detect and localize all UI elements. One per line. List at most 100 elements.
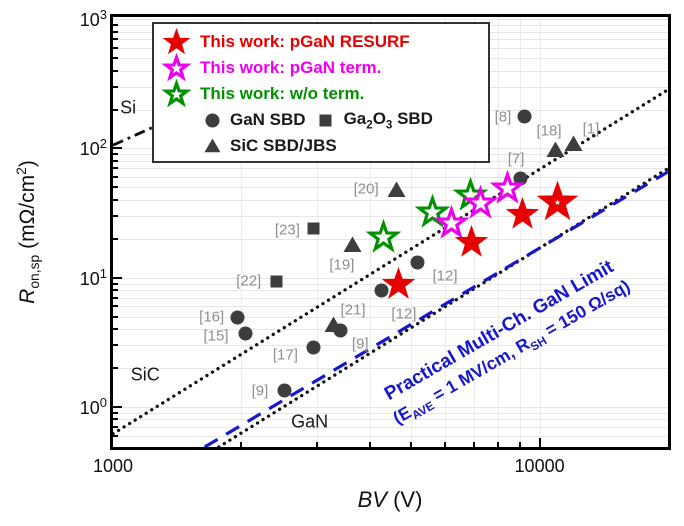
circle-icon (202, 113, 222, 128)
y-tick (113, 198, 118, 201)
triangle-icon (202, 138, 222, 155)
ref-label: [20] (353, 180, 379, 198)
data-point-square (270, 275, 283, 288)
gridline-horizontal (113, 297, 668, 299)
y-title-units: (mΩ/cm (16, 174, 39, 255)
data-point-star (505, 197, 539, 230)
gridline-vertical (241, 17, 243, 447)
x-tick (538, 438, 541, 447)
star-open-magenta-icon (160, 52, 192, 82)
data-point-triangle (546, 141, 565, 157)
data-point-triangle (387, 181, 406, 197)
region-label-sic: SiC (130, 364, 160, 385)
legend-label: This work: pGaN RESURF (200, 32, 410, 51)
legend-item-wo-term: This work: w/o term. (160, 78, 488, 108)
legend-label: This work: pGaN term. (200, 58, 382, 77)
ref-label: [1] (582, 120, 600, 138)
data-point-star (489, 169, 526, 204)
gridline-horizontal (113, 277, 668, 279)
data-point-circle (238, 326, 253, 341)
data-point-circle (230, 310, 245, 325)
y-tick (113, 30, 118, 33)
y-tick (113, 186, 118, 189)
y-tick (113, 367, 118, 370)
gridline-vertical (539, 17, 541, 447)
y-tick (113, 69, 118, 72)
data-point-circle (517, 109, 532, 124)
legend-item-pgan-term: This work: pGaN term. (160, 52, 488, 82)
data-point-star (414, 193, 451, 228)
gridline-horizontal (113, 306, 668, 308)
y-axis-title: Ron,sp (mΩ/cm2) (13, 82, 43, 382)
ref-label: [16] (199, 308, 225, 326)
ref-label: [12] (391, 305, 417, 323)
gridline-horizontal (113, 329, 668, 331)
y-tick (113, 153, 118, 156)
x-tick (368, 442, 371, 447)
ref-label: [9] (251, 382, 269, 400)
limit-lines (113, 88, 668, 447)
y-tick (113, 38, 118, 41)
gridline-vertical (369, 17, 371, 447)
gridline-horizontal (113, 368, 668, 370)
y-tick (113, 85, 118, 88)
data-point-circle (410, 255, 424, 270)
y-tick (113, 147, 122, 150)
y-tick (113, 237, 118, 240)
legend-item-sic-sbd: SiC SBD/JBS (160, 133, 488, 159)
ref-label: [8] (494, 108, 512, 126)
y-tick (113, 305, 118, 308)
legend-label: SiC SBD/JBS (230, 136, 337, 155)
legend-item-gan-ga2o3-sbd: GaN SBD Ga2O3 SBD (160, 107, 488, 133)
gridline-vertical (520, 17, 522, 447)
data-point-circle (374, 283, 389, 298)
y-title-exponent: 2 (13, 167, 29, 175)
x-tick (240, 442, 243, 447)
ref-label: [23] (274, 221, 300, 239)
y-tick (113, 276, 122, 279)
gridline-horizontal (113, 345, 668, 347)
data-point-triangle (343, 236, 362, 252)
gridline-horizontal (113, 435, 668, 437)
data-point-circle (277, 383, 292, 398)
gridline-horizontal (113, 216, 668, 218)
y-tick (113, 46, 118, 49)
ref-label: [12] (432, 267, 458, 285)
y-tick (113, 24, 118, 27)
region-label-si: Si (120, 97, 137, 118)
region-label-gan: GaN (291, 411, 329, 432)
legend-label: GaN SBD (230, 110, 306, 129)
x-tick (519, 442, 522, 447)
y-tick (113, 425, 118, 428)
y-title-subscript: on,sp (26, 254, 43, 289)
y-tick (113, 289, 118, 292)
x-tick-label: 1000 (92, 456, 134, 476)
star-filled-icon (160, 27, 192, 56)
data-point-triangle (324, 316, 343, 332)
y-tick (113, 418, 118, 421)
y-tick-label: 103 (79, 7, 107, 31)
y-tick (113, 176, 118, 179)
y-tick (113, 282, 118, 285)
y-tick (113, 57, 118, 60)
ref-label: [15] (203, 327, 229, 345)
y-tick (113, 328, 118, 331)
data-point-star (455, 225, 489, 258)
gridline-horizontal (113, 187, 668, 189)
y-tick (113, 315, 118, 318)
ref-label: [17] (272, 346, 298, 364)
x-axis-title: BV (V) (290, 487, 490, 513)
x-tick (472, 442, 475, 447)
gridline-horizontal (113, 426, 668, 428)
data-point-circle (513, 171, 528, 186)
gridline-horizontal (113, 406, 668, 408)
x-tick (497, 442, 500, 447)
legend-item-pgan-resurf: This work: pGaN RESURF (160, 27, 488, 56)
data-point-square (307, 222, 320, 235)
data-point-star (433, 204, 470, 239)
y-tick (113, 411, 118, 414)
gridline-horizontal (113, 19, 668, 21)
star-open-green-icon (160, 78, 192, 108)
gridline-horizontal (113, 419, 668, 421)
ref-label: [21] (340, 301, 366, 319)
